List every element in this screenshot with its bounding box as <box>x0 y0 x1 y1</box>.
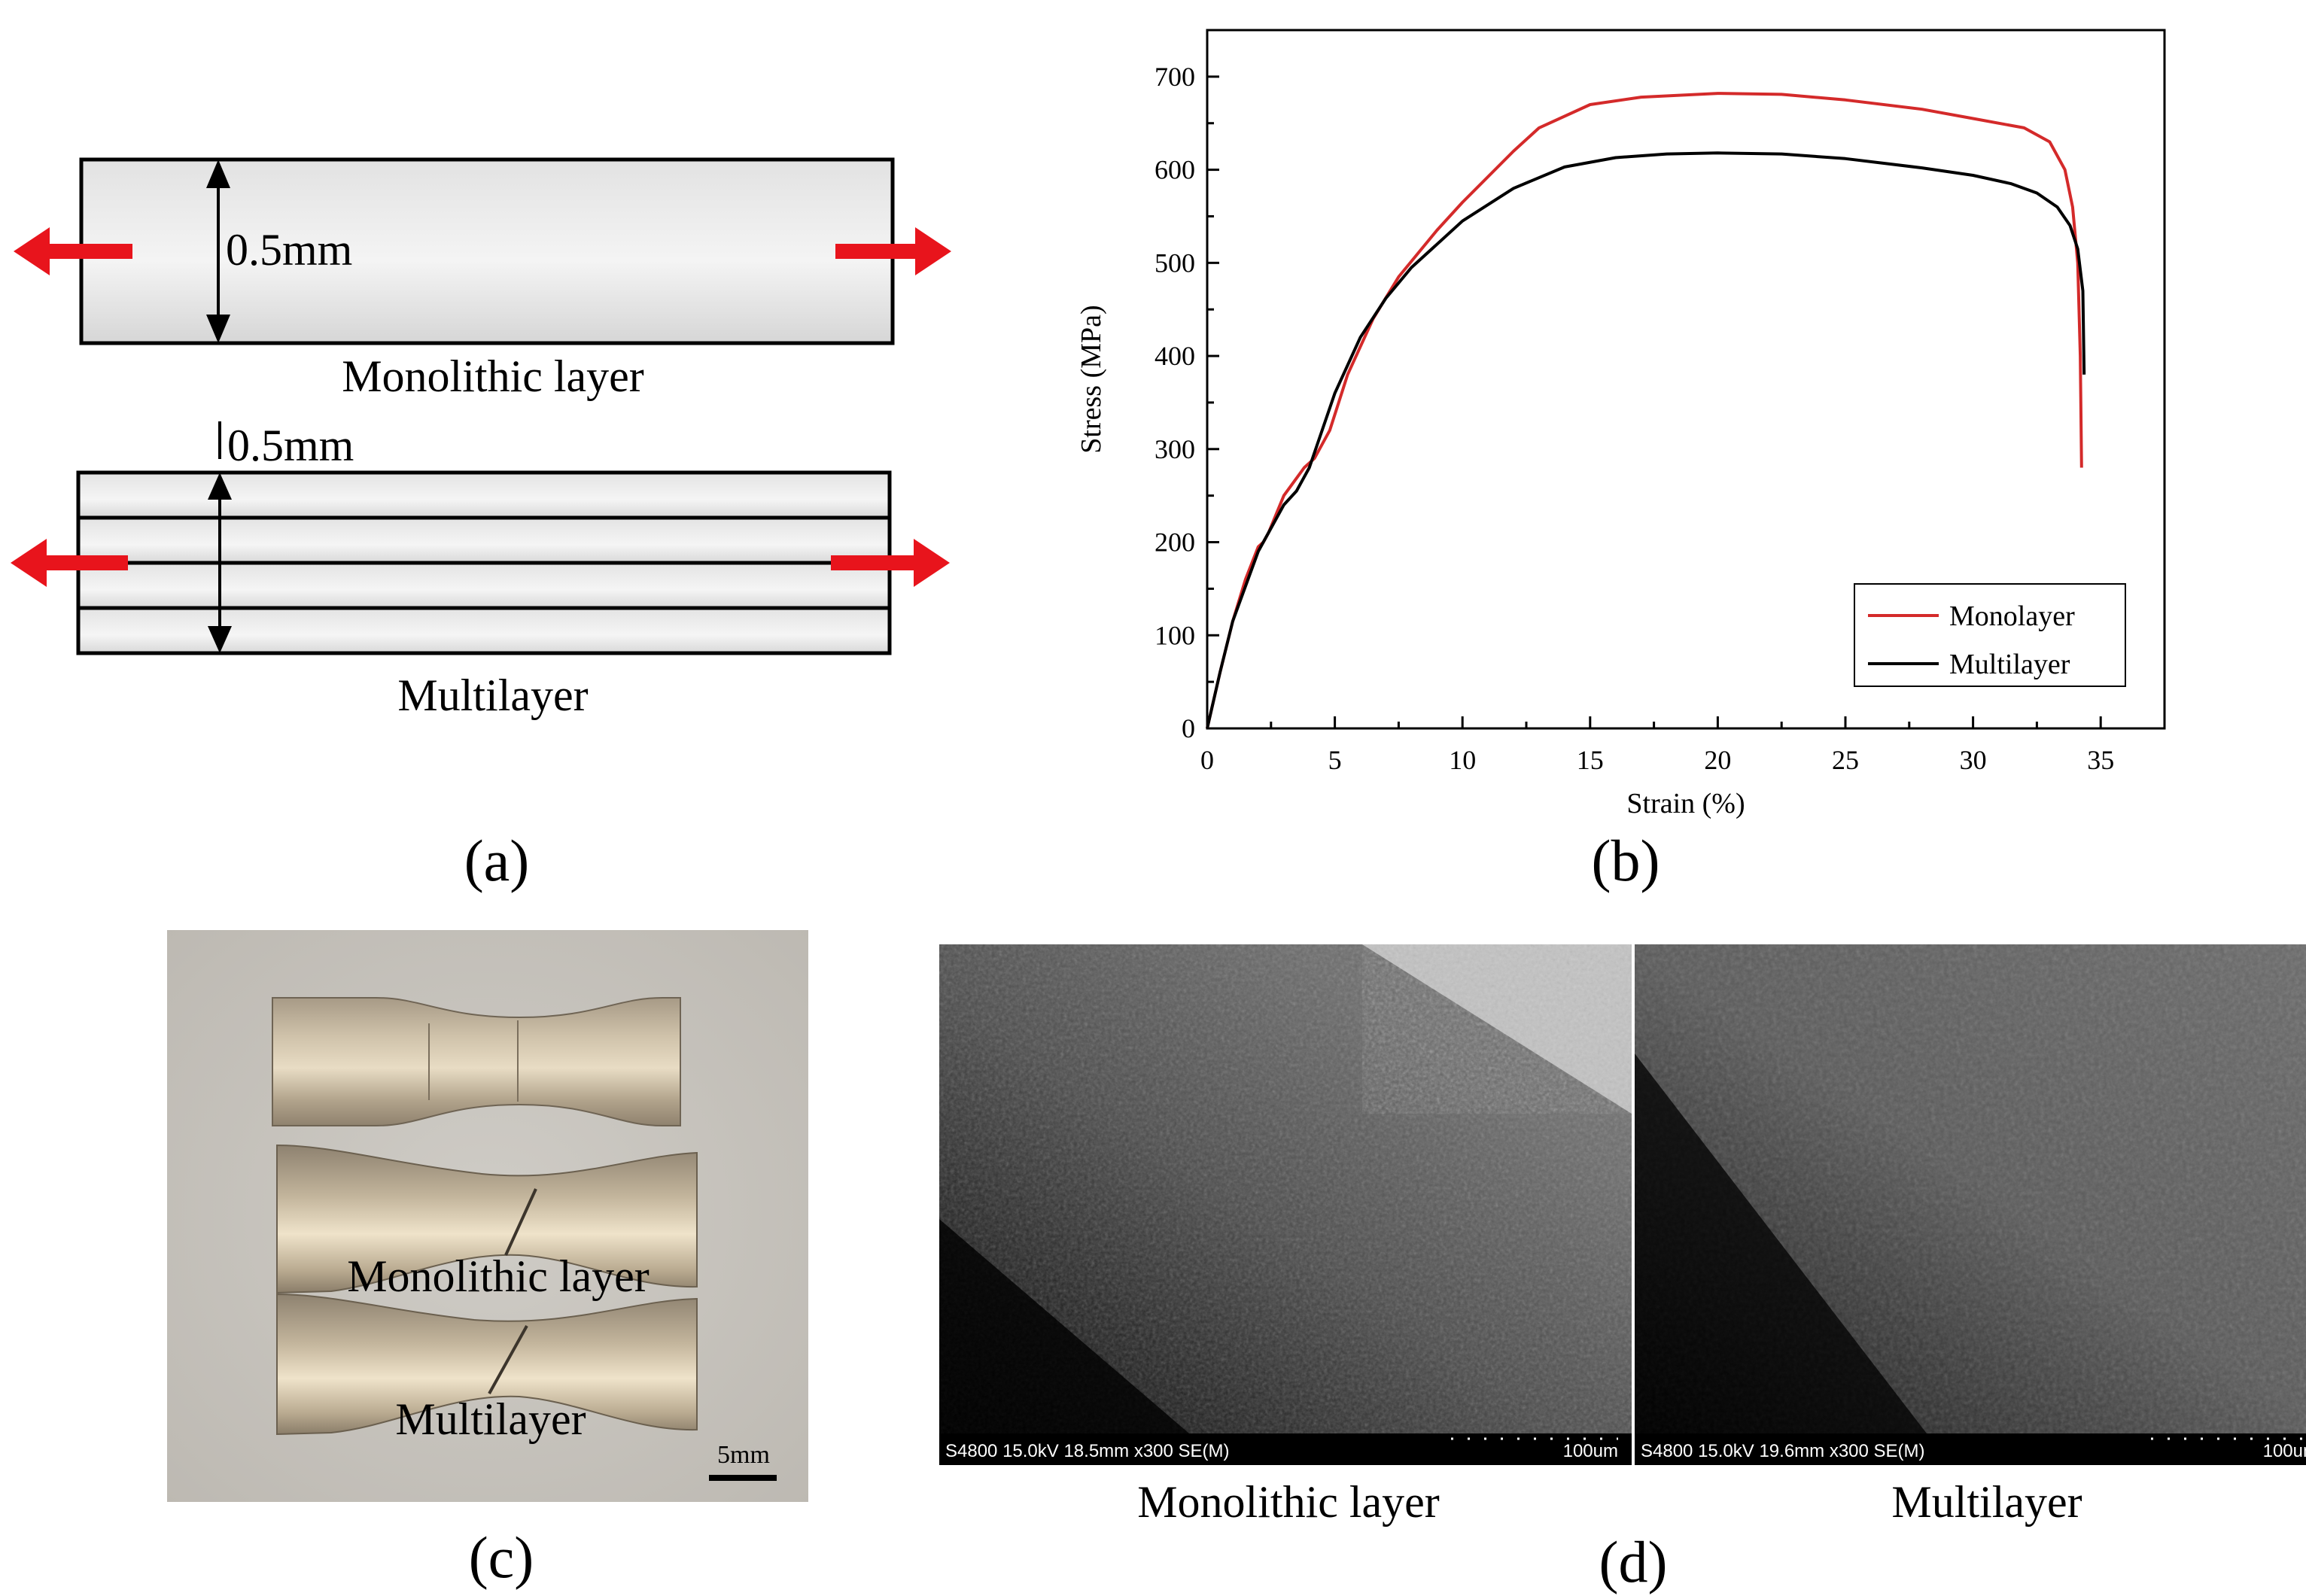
x-tick-label: 35 <box>2087 745 2114 775</box>
monolithic-thickness-label: 0.5mm <box>226 225 352 275</box>
y-tick-label: 600 <box>1155 155 1195 185</box>
x-axis-label: Strain (%) <box>1626 788 1745 819</box>
y-tick-label: 400 <box>1155 341 1195 371</box>
tension-arrow-left-shaft <box>45 244 132 259</box>
x-tick-label: 0 <box>1200 745 1214 775</box>
arrowhead-up-icon <box>206 160 230 188</box>
specimen-multilayer <box>276 1293 698 1436</box>
panel-label-d: (d) <box>1599 1529 1668 1594</box>
tension-arrow-left-shaft <box>44 555 128 570</box>
specimen-monolithic <box>276 1144 698 1294</box>
plot-frame <box>1206 29 2166 730</box>
x-tick-label: 5 <box>1328 745 1342 775</box>
y-tick-label: 100 <box>1155 620 1195 650</box>
panel-b: 0 100 200 300 400 500 600 700 0 5 10 15 20 25 30 35 Stra… <box>1075 29 2166 893</box>
sem-info-monolithic: S4800 15.0kV 18.5mm x300 SE(M) <box>945 1441 1230 1461</box>
arrowhead-down-icon <box>206 315 230 343</box>
sem-info-bar-multilayer <box>1635 1433 2306 1465</box>
sem-scale-multilayer: 100um <box>2263 1441 2306 1461</box>
legend-entry: Monolayer <box>1949 600 2075 632</box>
legend-box <box>1854 583 2126 687</box>
tension-arrow-right-shaft <box>831 555 918 570</box>
y-axis-label: Stress (MPa) <box>1075 305 1107 453</box>
arrowhead-up-icon <box>208 473 232 500</box>
arrowhead-down-icon <box>208 626 232 653</box>
tension-arrow-right-shaft <box>835 244 921 259</box>
tension-arrow-left-icon <box>14 227 50 275</box>
y-tick-label: 700 <box>1155 62 1195 92</box>
sem-caption-multilayer: Multilayer <box>1891 1477 2082 1527</box>
multilayer-sublayer-4 <box>78 608 890 653</box>
monolithic-bar <box>79 157 895 345</box>
x-tick-label: 30 <box>1960 745 1987 775</box>
photo-label-monolithic: Monolithic layer <box>347 1251 650 1301</box>
multilayer-sublayer-1 <box>78 473 890 518</box>
x-tick-label: 25 <box>1832 745 1859 775</box>
sem-caption-monolithic: Monolithic layer <box>1137 1477 1440 1527</box>
sem-dark-corner <box>1635 1053 1927 1433</box>
panel-label-b: (b) <box>1592 828 1660 893</box>
sem-image-monolithic <box>939 944 1632 1433</box>
multilayer-sublayer-2 <box>78 518 890 563</box>
sem-image-multilayer <box>1635 944 2306 1433</box>
sem-info-bar-monolithic <box>939 1433 1632 1465</box>
y-tick-label: 0 <box>1182 713 1195 743</box>
y-tick-label: 300 <box>1155 434 1195 464</box>
monolithic-caption: Monolithic layer <box>342 351 644 401</box>
photo-label-multilayer: Multilayer <box>395 1394 586 1444</box>
multilayer-thickness-label: 0.5mm <box>227 421 354 470</box>
tension-arrow-right-icon <box>915 227 951 275</box>
tension-arrow-left-icon <box>11 539 47 587</box>
specimen-untested <box>272 997 681 1126</box>
sem-dark-corner <box>939 1219 1189 1433</box>
y-tick-label: 500 <box>1155 248 1195 278</box>
panel-d: S4800 15.0kV 18.5mm x300 SE(M) 100um S48… <box>939 944 2306 1594</box>
series-line-multilayer <box>1206 151 2086 729</box>
scale-bar-label: 5mm <box>717 1441 770 1469</box>
sem-scale-monolithic: 100um <box>1563 1441 1618 1461</box>
multilayer-caption: Multilayer <box>397 670 588 720</box>
legend-entry: Multilayer <box>1949 649 2070 680</box>
panel-a: 0.5mm Monolithic layer 0.5mm Multilayer … <box>11 157 951 893</box>
x-tick-label: 10 <box>1449 745 1476 775</box>
fracture-line <box>488 1325 528 1394</box>
fracture-line <box>504 1188 537 1256</box>
y-tick-label: 200 <box>1155 527 1195 558</box>
x-tick-label: 15 <box>1577 745 1604 775</box>
tension-arrow-right-icon <box>914 539 950 587</box>
scale-bar <box>709 1475 777 1481</box>
stress-strain-chart: 0 100 200 300 400 500 600 700 0 5 10 15 20 25 30 35 Stra… <box>1075 29 2166 819</box>
panel-c: Monolithic layer Multilayer 5mm (c) <box>167 930 808 1590</box>
panel-label-a: (a) <box>464 828 530 893</box>
panel-label-c: (c) <box>469 1525 534 1590</box>
multilayer-sublayer-3 <box>78 563 890 608</box>
x-tick-label: 20 <box>1704 745 1731 775</box>
sem-info-multilayer: S4800 15.0kV 19.6mm x300 SE(M) <box>1641 1441 1925 1461</box>
